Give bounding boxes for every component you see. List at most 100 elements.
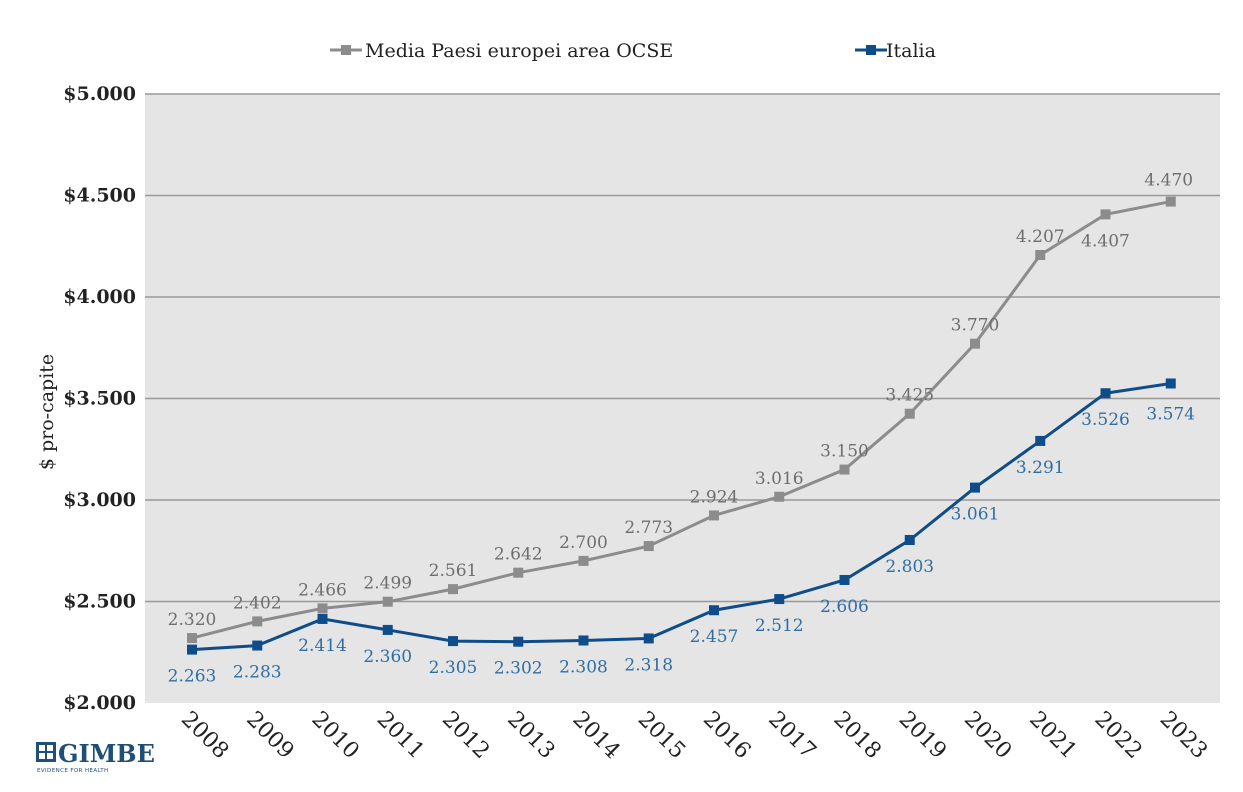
- data-label: 2.642: [494, 545, 543, 565]
- y-tick-label: $5.000: [63, 83, 136, 105]
- data-point: [252, 616, 263, 627]
- data-point: [1100, 388, 1111, 399]
- x-tick-label: 2009: [241, 707, 298, 764]
- legend-label-italia: Italia: [886, 40, 936, 62]
- y-tick-label: $4.500: [63, 185, 136, 207]
- data-label: 3.061: [951, 505, 1000, 525]
- data-label: 4.470: [1144, 171, 1193, 191]
- x-tick-label: 2018: [828, 707, 885, 764]
- data-point: [643, 541, 654, 552]
- x-tick-label: 2022: [1089, 707, 1146, 764]
- x-tick-label: 2012: [437, 707, 494, 764]
- data-label: 2.305: [429, 658, 478, 678]
- data-label: 3.150: [820, 442, 869, 462]
- x-tick-label: 2014: [567, 707, 624, 764]
- y-tick-label: $2.000: [63, 692, 136, 714]
- data-label: 2.466: [298, 580, 347, 600]
- data-label: 2.414: [298, 636, 347, 656]
- data-label: 3.574: [1146, 404, 1195, 424]
- data-point: [774, 594, 785, 605]
- data-point: [970, 482, 980, 493]
- legend: Media Paesi europei area OCSE Italia: [330, 40, 936, 62]
- data-point: [839, 464, 850, 475]
- gimbe-logo-icon: [36, 742, 56, 762]
- data-point: [1100, 209, 1111, 220]
- data-label: 2.773: [624, 518, 673, 538]
- data-label: 2.402: [233, 593, 282, 613]
- data-label: 2.360: [363, 647, 412, 667]
- data-point: [578, 555, 589, 566]
- legend-item-ocse: Media Paesi europei area OCSE: [330, 40, 673, 62]
- series-ocse: 2.320 2.402 2.466 2.499 2.561 2.642 2.700 2.773…: [168, 171, 1193, 644]
- data-point: [709, 605, 719, 616]
- y-tick-label: $4.000: [63, 286, 136, 308]
- data-point: [839, 574, 850, 585]
- data-point: [774, 491, 785, 502]
- data-point: [643, 633, 654, 644]
- data-label: 2.606: [820, 597, 869, 617]
- y-tick-label: $3.000: [63, 489, 136, 511]
- data-point: [1035, 435, 1046, 446]
- data-label: 2.320: [168, 610, 217, 630]
- data-label: 2.561: [429, 561, 478, 581]
- data-point: [317, 603, 328, 614]
- data-label: 2.318: [624, 655, 673, 675]
- data-point: [904, 408, 915, 419]
- x-tick-label: 2008: [176, 707, 233, 764]
- x-tick-label: 2015: [633, 707, 690, 764]
- gridlines: [145, 93, 1220, 603]
- data-label: 2.512: [755, 616, 804, 636]
- logo-name: GIMBE: [58, 739, 155, 768]
- series-line: [191, 200, 1172, 640]
- gimbe-logo: GIMBE EVIDENCE FOR HEALTH: [36, 739, 155, 774]
- data-label: 2.457: [690, 627, 739, 647]
- data-label: 3.526: [1081, 410, 1130, 430]
- logo-tagline: EVIDENCE FOR HEALTH: [37, 768, 109, 774]
- data-label: 2.283: [233, 663, 282, 683]
- data-point: [1035, 249, 1046, 260]
- data-point: [382, 624, 393, 635]
- data-label: 3.425: [885, 386, 934, 406]
- data-label: 3.016: [755, 469, 804, 489]
- x-axis-ticks: 2008 2009 2010 2011 2012 2013 2014 2015 2016 2017…: [176, 707, 1212, 764]
- x-tick-label: 2013: [502, 707, 559, 764]
- x-tick-label: 2023: [1155, 707, 1212, 764]
- data-point: [252, 640, 263, 651]
- data-point: [709, 510, 719, 521]
- data-label: 4.207: [1016, 227, 1065, 247]
- data-point: [513, 567, 524, 578]
- y-tick-label: $2.500: [63, 591, 136, 613]
- y-tick-label: $3.500: [63, 388, 136, 410]
- data-point: [448, 584, 458, 595]
- data-point: [578, 635, 589, 646]
- x-tick-label: 2020: [959, 707, 1016, 764]
- x-tick-label: 2016: [698, 707, 755, 764]
- data-point: [187, 644, 197, 655]
- data-label: 2.263: [168, 667, 217, 687]
- legend-label-ocse: Media Paesi europei area OCSE: [365, 40, 673, 62]
- x-tick-label: 2021: [1024, 707, 1081, 764]
- legend-item-italia: Italia: [855, 40, 936, 62]
- series-italia: 2.263 2.283 2.414 2.360 2.305 2.302 2.308 2.318…: [168, 378, 1195, 687]
- data-point: [970, 338, 980, 349]
- y-axis-ticks: $2.000 $2.500 $3.000 $3.500 $4.000 $4.500 $5.0…: [63, 83, 136, 714]
- data-label: 2.302: [494, 659, 543, 679]
- data-point: [1165, 196, 1176, 207]
- data-point: [382, 596, 393, 607]
- data-point: [904, 534, 915, 545]
- x-tick-label: 2011: [372, 707, 429, 764]
- data-label: 2.803: [885, 557, 934, 577]
- data-point: [513, 636, 524, 647]
- y-axis-label: $ pro-capite: [36, 354, 58, 470]
- data-label: 3.291: [1016, 458, 1065, 478]
- data-label: 2.308: [559, 657, 608, 677]
- data-point: [317, 613, 328, 624]
- series-line: [191, 381, 1171, 652]
- data-point: [187, 633, 197, 644]
- data-point: [448, 636, 458, 647]
- data-label: 3.770: [951, 316, 1000, 336]
- data-label: 2.499: [363, 574, 412, 594]
- x-tick-label: 2019: [894, 707, 951, 764]
